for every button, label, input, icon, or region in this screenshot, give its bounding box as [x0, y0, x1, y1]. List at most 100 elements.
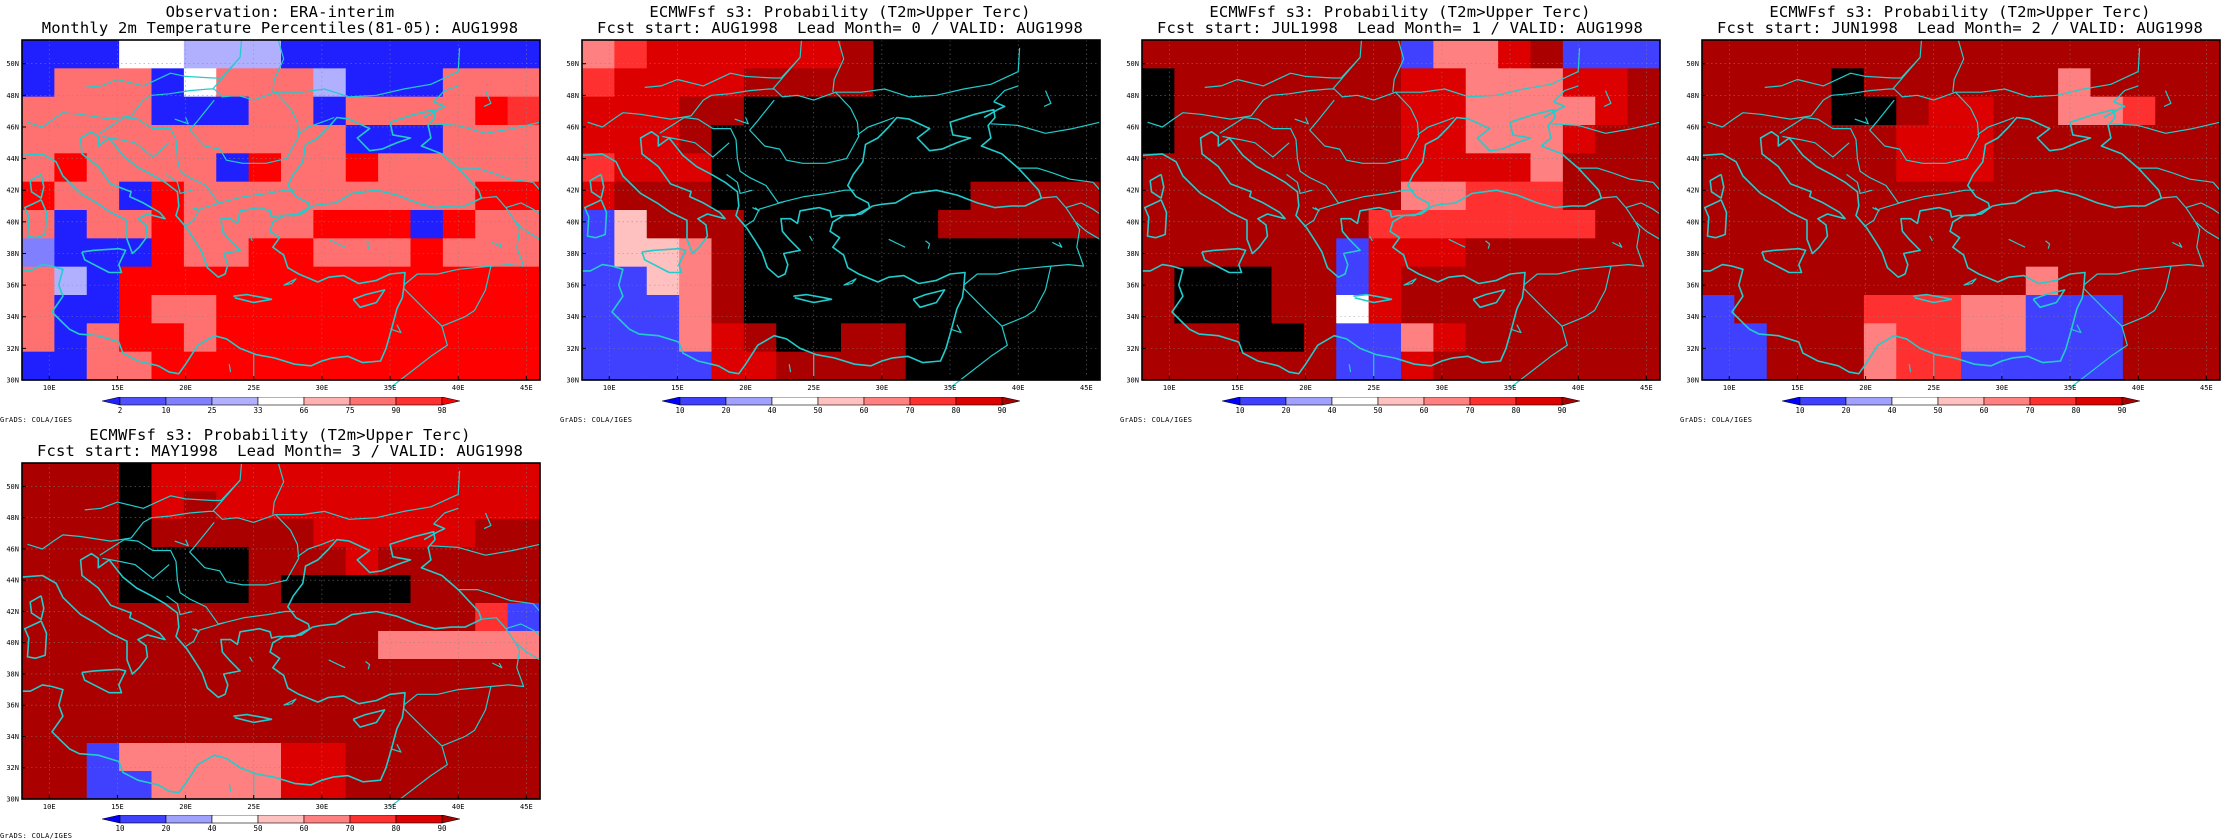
grid-cell	[378, 575, 412, 604]
grid-cell	[1863, 96, 1897, 126]
grid-cell	[1831, 210, 1865, 239]
border-line	[1147, 112, 1252, 128]
grid-cell	[345, 295, 379, 324]
grid-cell	[1896, 266, 1930, 296]
border-line	[1018, 167, 1101, 191]
lon-label: 40E	[1012, 384, 1025, 392]
grid-cell	[2025, 153, 2059, 183]
grid-cell	[1702, 323, 1735, 353]
grid-cell	[54, 743, 88, 772]
grid-cell	[345, 491, 379, 520]
grid-cell	[1271, 238, 1305, 268]
grid-cell	[2058, 68, 2092, 98]
grid-cell	[183, 631, 217, 660]
border-line	[1977, 116, 2015, 136]
colorbar-swatch	[1845, 396, 1893, 406]
colorbar-swatch	[1423, 396, 1471, 406]
grid-cell	[2155, 351, 2189, 381]
grid-cell	[2058, 181, 2092, 211]
grid-cell	[873, 295, 907, 324]
grid-cell	[475, 125, 509, 154]
coastline	[581, 108, 1043, 278]
grid-cell	[313, 323, 347, 353]
grid-cell	[183, 181, 217, 211]
grid-cell	[507, 743, 541, 772]
grid-cell	[313, 771, 347, 800]
grid-cell	[776, 40, 810, 69]
coastlines	[581, 39, 1101, 389]
grid-cell	[614, 210, 648, 239]
colorbar-label: 20	[721, 406, 731, 413]
lon-label: 45E	[2200, 384, 2213, 392]
border-line	[2069, 287, 2128, 389]
grads-credit: GrADS: COLA/IGES	[0, 832, 73, 840]
grid-cell	[1562, 266, 1596, 296]
border-line	[212, 57, 241, 90]
grid-cell	[1239, 351, 1273, 381]
grid-cell	[1766, 238, 1800, 268]
grid-cell	[711, 323, 745, 353]
colorbar-swatch	[441, 814, 461, 824]
lon-label: 10E	[1163, 384, 1176, 392]
border-line	[1707, 112, 1812, 128]
grid-cell	[183, 125, 217, 154]
grid-cell	[507, 125, 541, 154]
grid-cell	[1035, 351, 1069, 381]
grid-cell	[1734, 351, 1768, 381]
grid-cell	[345, 519, 379, 548]
grid-cell	[808, 323, 842, 353]
grid-cell	[183, 238, 217, 268]
grid-cell	[22, 547, 55, 576]
colorbar-swatch	[1891, 396, 1939, 406]
grid-cell	[2058, 153, 2092, 183]
colorbar-swatch	[1469, 396, 1517, 406]
grid-cell	[1465, 181, 1499, 211]
grid-cell	[119, 68, 153, 98]
colorbar-swatch	[863, 396, 911, 406]
coastline	[1703, 199, 1728, 239]
lat-label: 38N	[566, 250, 579, 258]
border-line	[389, 707, 448, 808]
lat-label: 36N	[566, 282, 579, 290]
grid-cell	[475, 40, 509, 69]
grid-cell	[743, 40, 777, 69]
border-line	[2083, 196, 2205, 286]
grid-cell	[216, 266, 250, 296]
grid-cell	[345, 659, 379, 688]
grid-cell	[345, 603, 379, 632]
grid-cell	[22, 743, 55, 772]
border-line	[283, 278, 297, 286]
grid-cell	[2187, 323, 2221, 353]
grid-cell	[507, 96, 541, 126]
border-line	[1065, 202, 1101, 215]
grid-cell	[2155, 153, 2189, 183]
grid-cell	[216, 687, 250, 716]
grid-cell	[183, 295, 217, 324]
border-line	[1043, 90, 1052, 107]
border-line	[2185, 202, 2221, 215]
grid-cell	[313, 575, 347, 604]
grid-cell	[1702, 351, 1735, 381]
grid-cell	[248, 631, 282, 660]
border-line	[275, 47, 461, 98]
grid-cell	[1993, 351, 2027, 381]
grid-cell	[151, 68, 185, 98]
grid-cell	[475, 351, 509, 381]
panel-title-line1: Observation: ERA-interim	[165, 3, 395, 21]
grid-cell	[410, 771, 444, 800]
grid-cell	[1002, 68, 1036, 98]
grid-cell	[1002, 238, 1036, 268]
grid-cell	[345, 575, 379, 604]
grid-cell	[1465, 68, 1499, 98]
grid-cell	[1928, 40, 1962, 69]
lon-label: 10E	[603, 384, 616, 392]
grid-cell	[614, 351, 648, 381]
grid-cell	[646, 68, 680, 98]
grid-cell	[808, 181, 842, 211]
grid-cell	[248, 181, 282, 211]
lat-label: 42N	[1126, 187, 1139, 195]
grid-cell	[1498, 238, 1532, 268]
border-line	[832, 39, 845, 93]
colorbar-label: 25	[207, 406, 216, 413]
grid-cell	[183, 575, 217, 604]
